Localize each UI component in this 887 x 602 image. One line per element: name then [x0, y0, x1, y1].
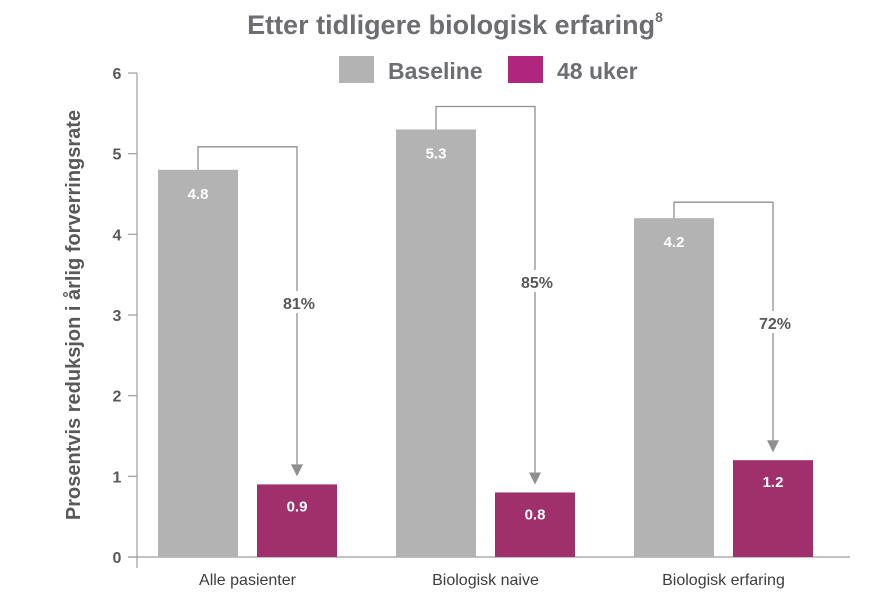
arrow-head-icon — [291, 464, 303, 477]
reduction-label: 85% — [521, 275, 553, 292]
y-tick-label: 4 — [113, 227, 122, 244]
bar-value-label: 0.8 — [525, 506, 546, 523]
bar-baseline — [158, 169, 238, 558]
reduction-label: 81% — [283, 296, 315, 313]
legend: Baseline 48 uker — [339, 56, 638, 84]
category-label: Alle pasienter — [199, 572, 297, 589]
reduction-label: 72% — [759, 316, 791, 333]
bar-value-label: 1.2 — [763, 474, 784, 491]
bar-value-label: 4.2 — [664, 234, 685, 251]
reduction-label-bg — [515, 270, 555, 292]
y-tick-label: 3 — [113, 308, 122, 325]
bar-value-label: 4.8 — [188, 186, 209, 203]
y-tick-label: 5 — [113, 147, 122, 164]
bar-48-uker — [495, 492, 575, 557]
y-tick-label: 1 — [113, 469, 122, 486]
y-tick-label: 6 — [113, 66, 122, 83]
bar-48-uker — [257, 484, 337, 557]
legend-label-baseline: Baseline — [388, 58, 483, 84]
bar-48-uker — [733, 460, 813, 557]
bar-value-label: 5.3 — [426, 145, 447, 162]
bar-value-label: 0.9 — [287, 498, 308, 515]
y-axis-label: Prosentvis reduksjon i årlig forverrings… — [62, 110, 85, 520]
title-superscript: 8 — [655, 9, 663, 25]
legend-swatch-48-uker — [508, 56, 543, 83]
bar-baseline — [634, 218, 714, 557]
arrow-head-icon — [529, 472, 541, 485]
reduction-label-bg — [753, 311, 793, 333]
marks: 4.8 0.9 81% Alle pasienter 5.3 0.8 85% Biologis… — [158, 105, 813, 589]
axes: 0 1 2 3 4 5 6 — [113, 66, 850, 568]
legend-swatch-baseline — [339, 56, 374, 83]
bar-baseline — [396, 129, 476, 557]
category-label: Biologisk naive — [432, 572, 539, 589]
chart-title: Etter tidligere biologisk erfaring8 — [247, 9, 663, 40]
category-label: Biologisk erfaring — [662, 572, 785, 589]
arrow-head-icon — [767, 440, 779, 453]
y-tick-label: 0 — [113, 550, 122, 567]
legend-label-48-uker: 48 uker — [557, 58, 638, 84]
y-tick-label: 2 — [113, 389, 122, 406]
reduction-label-bg — [277, 291, 317, 313]
